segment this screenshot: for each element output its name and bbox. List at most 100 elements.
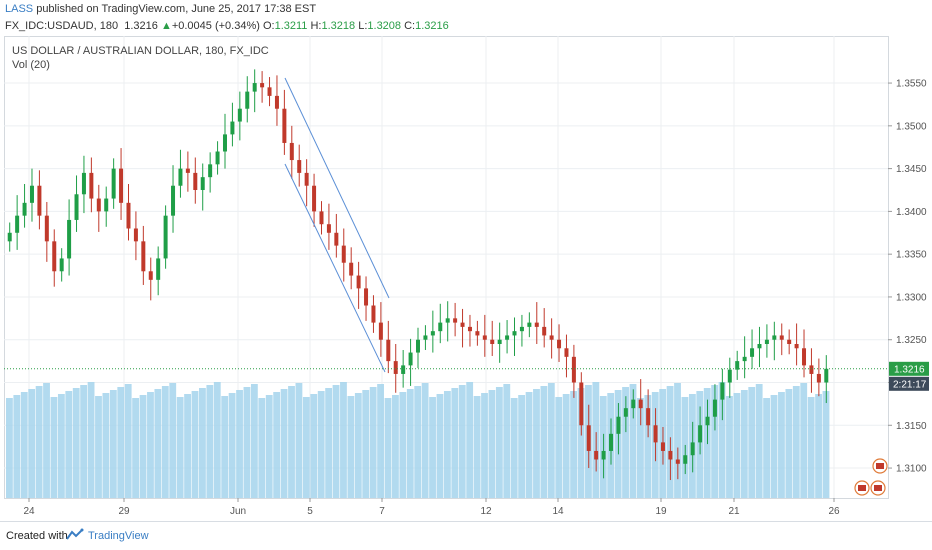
volume-bar bbox=[733, 393, 741, 498]
candle-body bbox=[690, 442, 695, 456]
volume-bar bbox=[495, 387, 503, 498]
candle-body bbox=[497, 339, 502, 344]
author-link[interactable]: LASS bbox=[5, 3, 34, 15]
low-label: L: bbox=[358, 20, 368, 32]
volume-bar bbox=[184, 394, 191, 498]
candle-body bbox=[802, 348, 807, 366]
plot-frame bbox=[4, 36, 889, 499]
candle-body bbox=[705, 416, 710, 426]
volume-bar bbox=[273, 392, 281, 498]
volume-bar bbox=[406, 389, 414, 498]
candle-body bbox=[668, 450, 673, 460]
volume-bar bbox=[555, 397, 563, 498]
volume-bar bbox=[800, 383, 808, 498]
candle-body bbox=[252, 83, 257, 92]
tradingview-logo-icon bbox=[66, 528, 84, 540]
candle-body bbox=[549, 335, 554, 340]
candle-body bbox=[809, 365, 814, 374]
candle-body bbox=[534, 322, 539, 327]
volume-bar bbox=[577, 388, 585, 498]
y-tick-label: 1.3500 bbox=[896, 121, 927, 132]
candle-body bbox=[505, 335, 510, 340]
candle-body bbox=[453, 318, 458, 323]
candle-body bbox=[609, 433, 614, 451]
volume-bar bbox=[258, 398, 266, 498]
volume-bar bbox=[124, 384, 132, 498]
candle-body bbox=[126, 202, 131, 229]
candle-body bbox=[720, 382, 725, 400]
volume-bar bbox=[57, 394, 65, 498]
volume-bar bbox=[161, 386, 169, 498]
volume-bar bbox=[770, 395, 778, 498]
volume-bar bbox=[510, 398, 518, 498]
candle-body bbox=[7, 232, 12, 242]
candle-body bbox=[631, 399, 636, 409]
price-chart[interactable]: 1.3550 1.3500 1.3450 1.3400 1.3350 1.3300 1.32… bbox=[4, 36, 930, 520]
candle-body bbox=[660, 442, 665, 451]
volume-bar bbox=[547, 383, 555, 498]
candle-body bbox=[735, 361, 740, 370]
candle-body bbox=[423, 335, 428, 340]
volume-bar bbox=[518, 395, 526, 498]
x-tick-label: 19 bbox=[655, 506, 667, 517]
current-price-tag bbox=[889, 361, 929, 376]
volume-bar bbox=[347, 396, 355, 498]
tradingview-link[interactable]: TradingView bbox=[88, 530, 149, 542]
candle-body bbox=[222, 134, 227, 152]
y-tick-label: 1.3450 bbox=[896, 164, 927, 175]
candle-body bbox=[371, 305, 376, 323]
candle-body bbox=[156, 258, 161, 280]
volume-bar bbox=[674, 383, 681, 498]
volume-bar bbox=[13, 395, 21, 498]
x-tick-label: Jun bbox=[230, 506, 246, 517]
volume-bar bbox=[503, 384, 511, 498]
event-flag-stripe bbox=[874, 485, 882, 491]
volume-bar bbox=[206, 385, 214, 498]
volume-bar bbox=[221, 396, 229, 498]
candle-body bbox=[67, 219, 72, 259]
candle-body bbox=[586, 425, 591, 451]
countdown-label: 2:21:17 bbox=[893, 379, 927, 390]
candle-body bbox=[430, 331, 435, 336]
volume-bar bbox=[399, 392, 407, 498]
x-tick-label: 29 bbox=[118, 506, 130, 517]
candle-body bbox=[304, 172, 309, 186]
open-label: O: bbox=[262, 20, 275, 32]
volume-bar bbox=[488, 390, 496, 498]
volume-bar bbox=[369, 387, 377, 498]
volume-bar bbox=[28, 389, 36, 498]
candle-body bbox=[512, 331, 517, 336]
volume-bar bbox=[132, 398, 140, 498]
candle-body bbox=[22, 202, 27, 216]
volume-bar bbox=[87, 382, 95, 498]
volume-bar bbox=[785, 389, 793, 498]
candle-body bbox=[260, 83, 265, 88]
volume-bar bbox=[302, 397, 310, 498]
candle-body bbox=[646, 408, 651, 426]
candle-body bbox=[89, 172, 94, 199]
x-tick-label: 12 bbox=[480, 506, 492, 517]
candle-body bbox=[416, 339, 420, 353]
volume-bar bbox=[176, 397, 184, 498]
volume-bar bbox=[807, 397, 815, 498]
chart-area[interactable]: 1.3550 1.3500 1.3450 1.3400 1.3350 1.3300 1.32… bbox=[4, 36, 930, 520]
candle-body bbox=[594, 450, 599, 460]
up-arrow-icon: ▲ bbox=[160, 20, 172, 32]
volume-bar bbox=[822, 391, 830, 498]
volume-bar bbox=[644, 395, 652, 498]
publish-info: LASS published on TradingView.com, June … bbox=[0, 0, 932, 18]
candle-body bbox=[378, 322, 383, 340]
candle-body bbox=[237, 108, 242, 122]
volume-bar bbox=[154, 389, 162, 498]
candle-body bbox=[81, 172, 86, 195]
volume-bar bbox=[117, 387, 125, 498]
volume-bar bbox=[636, 398, 644, 498]
candle-body bbox=[267, 87, 272, 96]
candle-body bbox=[579, 382, 584, 426]
candle-body bbox=[750, 348, 755, 357]
candle-body bbox=[772, 335, 777, 340]
volume-bar bbox=[317, 391, 325, 498]
volume-bar bbox=[43, 383, 50, 498]
candle-body bbox=[490, 339, 495, 344]
volume-bar bbox=[481, 393, 488, 498]
